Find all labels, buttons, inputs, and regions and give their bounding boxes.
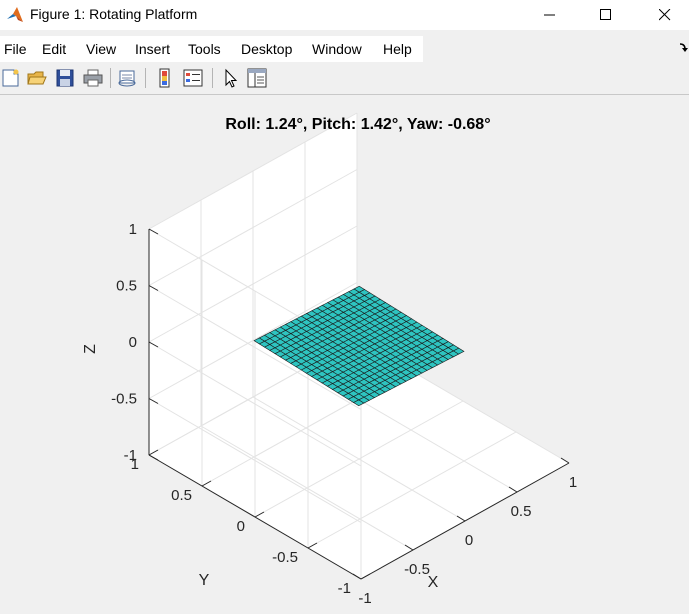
x-tick <box>352 573 362 580</box>
axes-grid <box>148 112 570 580</box>
toolbar-separator <box>110 68 111 88</box>
x-tick-label: 1 <box>569 474 577 491</box>
z-tick <box>148 454 159 461</box>
menu-window[interactable]: Window <box>312 41 362 57</box>
axes-labels: -1-0.500.51-1-0.500.51-1-0.500.51 <box>111 221 577 607</box>
print-icon[interactable] <box>82 67 104 89</box>
x-axis-label: X <box>428 574 439 591</box>
chart-title: Roll: 1.24°, Pitch: 1.42°, Yaw: -0.68° <box>225 116 490 133</box>
y-tick <box>254 511 265 518</box>
surface-plot[interactable] <box>253 285 465 407</box>
y-tick-label: 1 <box>131 456 139 473</box>
y-tick-label: -1 <box>338 580 351 597</box>
menu-bar: File Edit View Insert Tools Desktop Wind… <box>0 36 423 62</box>
toolbar <box>0 63 689 95</box>
colorbar-icon[interactable] <box>154 67 176 89</box>
toolbar-separator <box>145 68 146 88</box>
z-tick <box>148 285 159 291</box>
z-axis-label: Z <box>82 344 99 354</box>
z-tick <box>148 398 159 404</box>
grid-line <box>148 285 362 410</box>
y-axis-label: Y <box>199 572 210 589</box>
z-tick-label: -1 <box>124 447 137 464</box>
x-tick <box>560 457 570 464</box>
z-tick-label: -0.5 <box>111 391 137 408</box>
close-icon <box>659 9 671 21</box>
y-tick-label: 0 <box>237 518 245 535</box>
x-tick-label: 0 <box>465 532 473 549</box>
grid-line <box>148 398 362 523</box>
grid-line <box>148 225 358 343</box>
menu-edit[interactable]: Edit <box>42 41 67 57</box>
x-tick-label: -0.5 <box>404 561 430 578</box>
grid-line <box>307 431 517 549</box>
grid-line <box>148 341 362 467</box>
title-bar: Figure 1: Rotating Platform <box>0 0 689 30</box>
menu-file[interactable]: File <box>4 41 27 57</box>
maximize-icon <box>600 9 611 20</box>
y-tick <box>148 449 159 456</box>
window-title: Figure 1: Rotating Platform <box>30 6 198 22</box>
dock-arrow-icon[interactable] <box>678 41 688 53</box>
x-tick-label: -1 <box>358 590 371 607</box>
save-icon[interactable] <box>54 67 76 89</box>
figure-canvas[interactable]: -1-0.500.51-1-0.500.51-1-0.500.51 Roll: … <box>0 97 689 614</box>
x-tick <box>508 486 518 493</box>
axes-frame <box>148 228 570 580</box>
property-inspector-icon[interactable] <box>246 67 268 89</box>
z-tick <box>148 228 159 235</box>
z-tick-label: 0.5 <box>116 278 137 295</box>
z-tick-label: 1 <box>129 221 137 238</box>
z-tick <box>148 341 159 348</box>
x-tick <box>456 515 466 522</box>
matlab-logo-icon <box>7 7 23 22</box>
y-tick <box>201 480 212 487</box>
legend-icon[interactable] <box>182 67 204 89</box>
grid-line <box>148 112 358 230</box>
y-tick-label: -0.5 <box>272 549 298 566</box>
grid-line <box>254 400 464 518</box>
open-file-icon[interactable] <box>26 67 48 89</box>
link-plot-icon[interactable] <box>117 67 139 89</box>
minimize-icon <box>544 14 555 16</box>
toolbar-separator <box>212 68 213 88</box>
edit-plot-icon[interactable] <box>220 67 242 89</box>
menu-insert[interactable]: Insert <box>135 41 171 57</box>
menu-view[interactable]: View <box>86 41 117 57</box>
maximize-button[interactable] <box>583 0 629 30</box>
surface-face <box>353 285 366 293</box>
menu-help[interactable]: Help <box>383 41 412 57</box>
minimize-button[interactable] <box>527 0 573 30</box>
y-tick <box>307 542 318 549</box>
menu-desktop[interactable]: Desktop <box>241 41 293 57</box>
y-tick <box>360 573 371 580</box>
z-tick-label: 0 <box>129 334 137 351</box>
grid-line <box>148 169 358 286</box>
close-button[interactable] <box>642 0 688 30</box>
y-tick-label: 0.5 <box>171 487 192 504</box>
grid-line <box>148 282 358 399</box>
x-tick <box>404 544 414 551</box>
new-figure-icon[interactable] <box>0 67 22 89</box>
x-tick-label: 0.5 <box>511 503 532 520</box>
menu-tools[interactable]: Tools <box>188 41 221 57</box>
